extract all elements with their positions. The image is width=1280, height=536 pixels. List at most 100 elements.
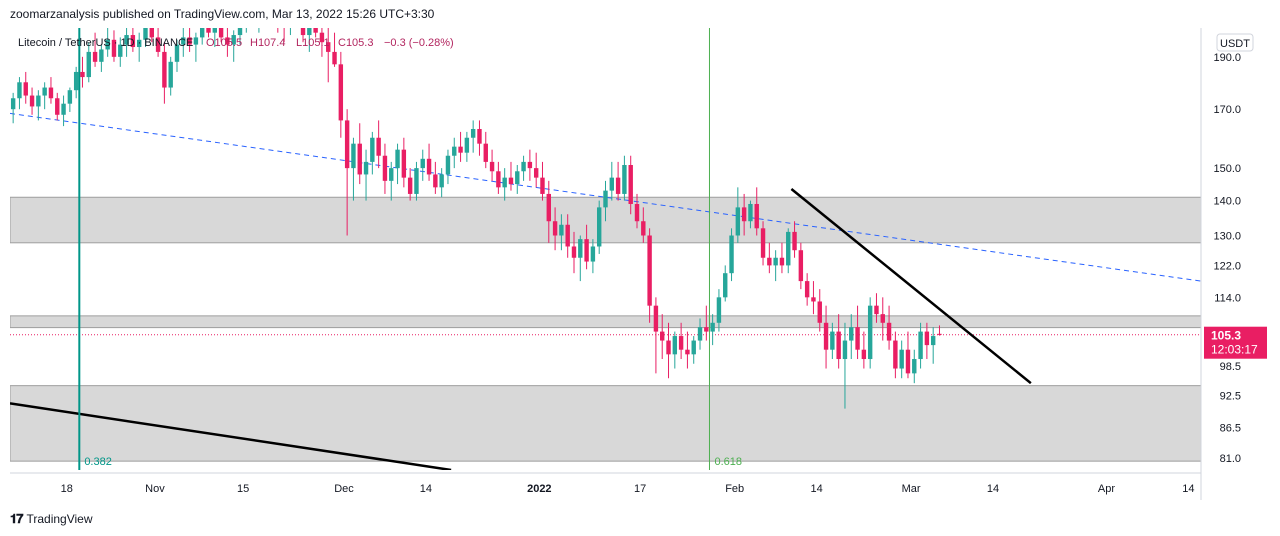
candle-body [17, 82, 22, 99]
currency-badge[interactable]: USDT [1216, 33, 1254, 52]
published-info: zoomarzanalysis published on TradingView… [10, 7, 435, 21]
candle-body [515, 171, 520, 185]
candle-body [836, 331, 841, 360]
candle-body [729, 235, 734, 274]
candle-body [477, 128, 482, 144]
candle-body [288, 16, 292, 25]
candle-body [483, 143, 488, 162]
candle-body [395, 149, 400, 169]
candle-body [181, 37, 186, 45]
candle-body [603, 190, 608, 208]
candle-body [773, 257, 778, 266]
candle-body [464, 137, 470, 153]
currency-label: USDT [1220, 38, 1250, 50]
candle-body [433, 174, 438, 188]
candle-body [893, 340, 898, 369]
candle-body [149, 28, 154, 38]
candle-body [540, 177, 545, 194]
time-tick-label: 15 [237, 483, 249, 495]
candle-body [641, 221, 646, 236]
candle-body [521, 161, 526, 172]
bar-countdown: 12:03:17 [1211, 343, 1258, 357]
candles [10, 5, 942, 409]
candle-body [767, 257, 772, 266]
candle-body [420, 158, 425, 169]
candle-body [218, 28, 224, 38]
candle-body [678, 336, 684, 350]
candle-body [489, 161, 495, 172]
candle-body [10, 98, 16, 110]
time-axis[interactable]: 18 Nov 15 Dec 14 2022 17 Feb 14 Mar 14 Apr 14 [61, 483, 1195, 495]
candle-body [136, 39, 142, 48]
fib-label: 0.618 [714, 456, 742, 468]
current-price-badge: 105.3 12:03:17 [1204, 326, 1267, 359]
candle-body [351, 143, 356, 169]
trend-line [790, 188, 1032, 385]
candle-body [615, 177, 621, 194]
legend-symbol: Litecoin / TetherUS · 1D · BINANCE [18, 37, 193, 49]
candle-body [225, 37, 230, 45]
candle-body [130, 35, 136, 48]
candle-body [269, 5, 273, 12]
candle-body [748, 203, 753, 222]
price-axis[interactable]: 190.0 170.0 150.0 140.0 130.0 122.0 114.0 98.5 9… [1213, 52, 1241, 465]
candle-body [653, 305, 659, 332]
price-tick-label: 98.5 [1220, 361, 1241, 373]
time-tick-label: 17 [634, 483, 646, 495]
candle-body [143, 28, 148, 40]
candle-body [344, 120, 350, 169]
legend-low: L105.1 [296, 37, 330, 49]
candle-body [231, 35, 236, 45]
price-tick-label: 81.0 [1220, 453, 1241, 465]
candle-body [855, 327, 860, 350]
candle-body [691, 340, 696, 355]
candle-body [73, 71, 79, 91]
candle-body [735, 207, 741, 236]
candle-body [111, 39, 117, 57]
zone-rect [10, 315, 1201, 329]
candle-body [414, 168, 419, 194]
candle-body [804, 281, 810, 298]
candle-body [754, 203, 759, 229]
candle-body [36, 95, 41, 107]
candle-body [697, 327, 703, 341]
candle-body [80, 71, 85, 78]
candle-body [930, 336, 936, 346]
candle-body [295, 10, 299, 17]
candle-body [905, 349, 911, 374]
candle-body [628, 164, 633, 204]
time-tick-label: Feb [725, 483, 744, 495]
time-tick-label: 14 [420, 483, 432, 495]
candle-body [571, 246, 577, 258]
time-tick-label: 14 [810, 483, 822, 495]
candle-body [792, 231, 797, 251]
candle-body [193, 37, 199, 45]
candle-body [338, 64, 344, 121]
candle-body [61, 103, 66, 115]
trend-lines [10, 112, 1201, 470]
price-tick-label: 190.0 [1213, 52, 1241, 64]
candle-body [496, 171, 501, 188]
fib-lines: 0.382 0.618 [78, 28, 742, 470]
time-tick-label: Mar [902, 483, 921, 495]
candle-body [319, 32, 325, 43]
candle-body [849, 327, 854, 341]
candle-body [565, 224, 570, 247]
candle-body [559, 224, 564, 236]
candle-body [401, 149, 407, 178]
candle-body [842, 340, 848, 360]
candle-body [124, 35, 129, 45]
chart-right-padding [1202, 28, 1280, 500]
candle-body [276, 12, 280, 21]
candle-body [811, 297, 816, 302]
zone-rect [10, 385, 1201, 462]
legend: Litecoin / TetherUS · 1D · BINANCE O105.… [18, 37, 454, 49]
candle-body [723, 273, 728, 298]
candle-body [533, 168, 539, 178]
candle-body [23, 82, 28, 96]
candle-body [199, 28, 205, 38]
legend-close: C105.3 [338, 37, 373, 49]
candle-body [48, 87, 54, 99]
candle-body [326, 42, 331, 52]
